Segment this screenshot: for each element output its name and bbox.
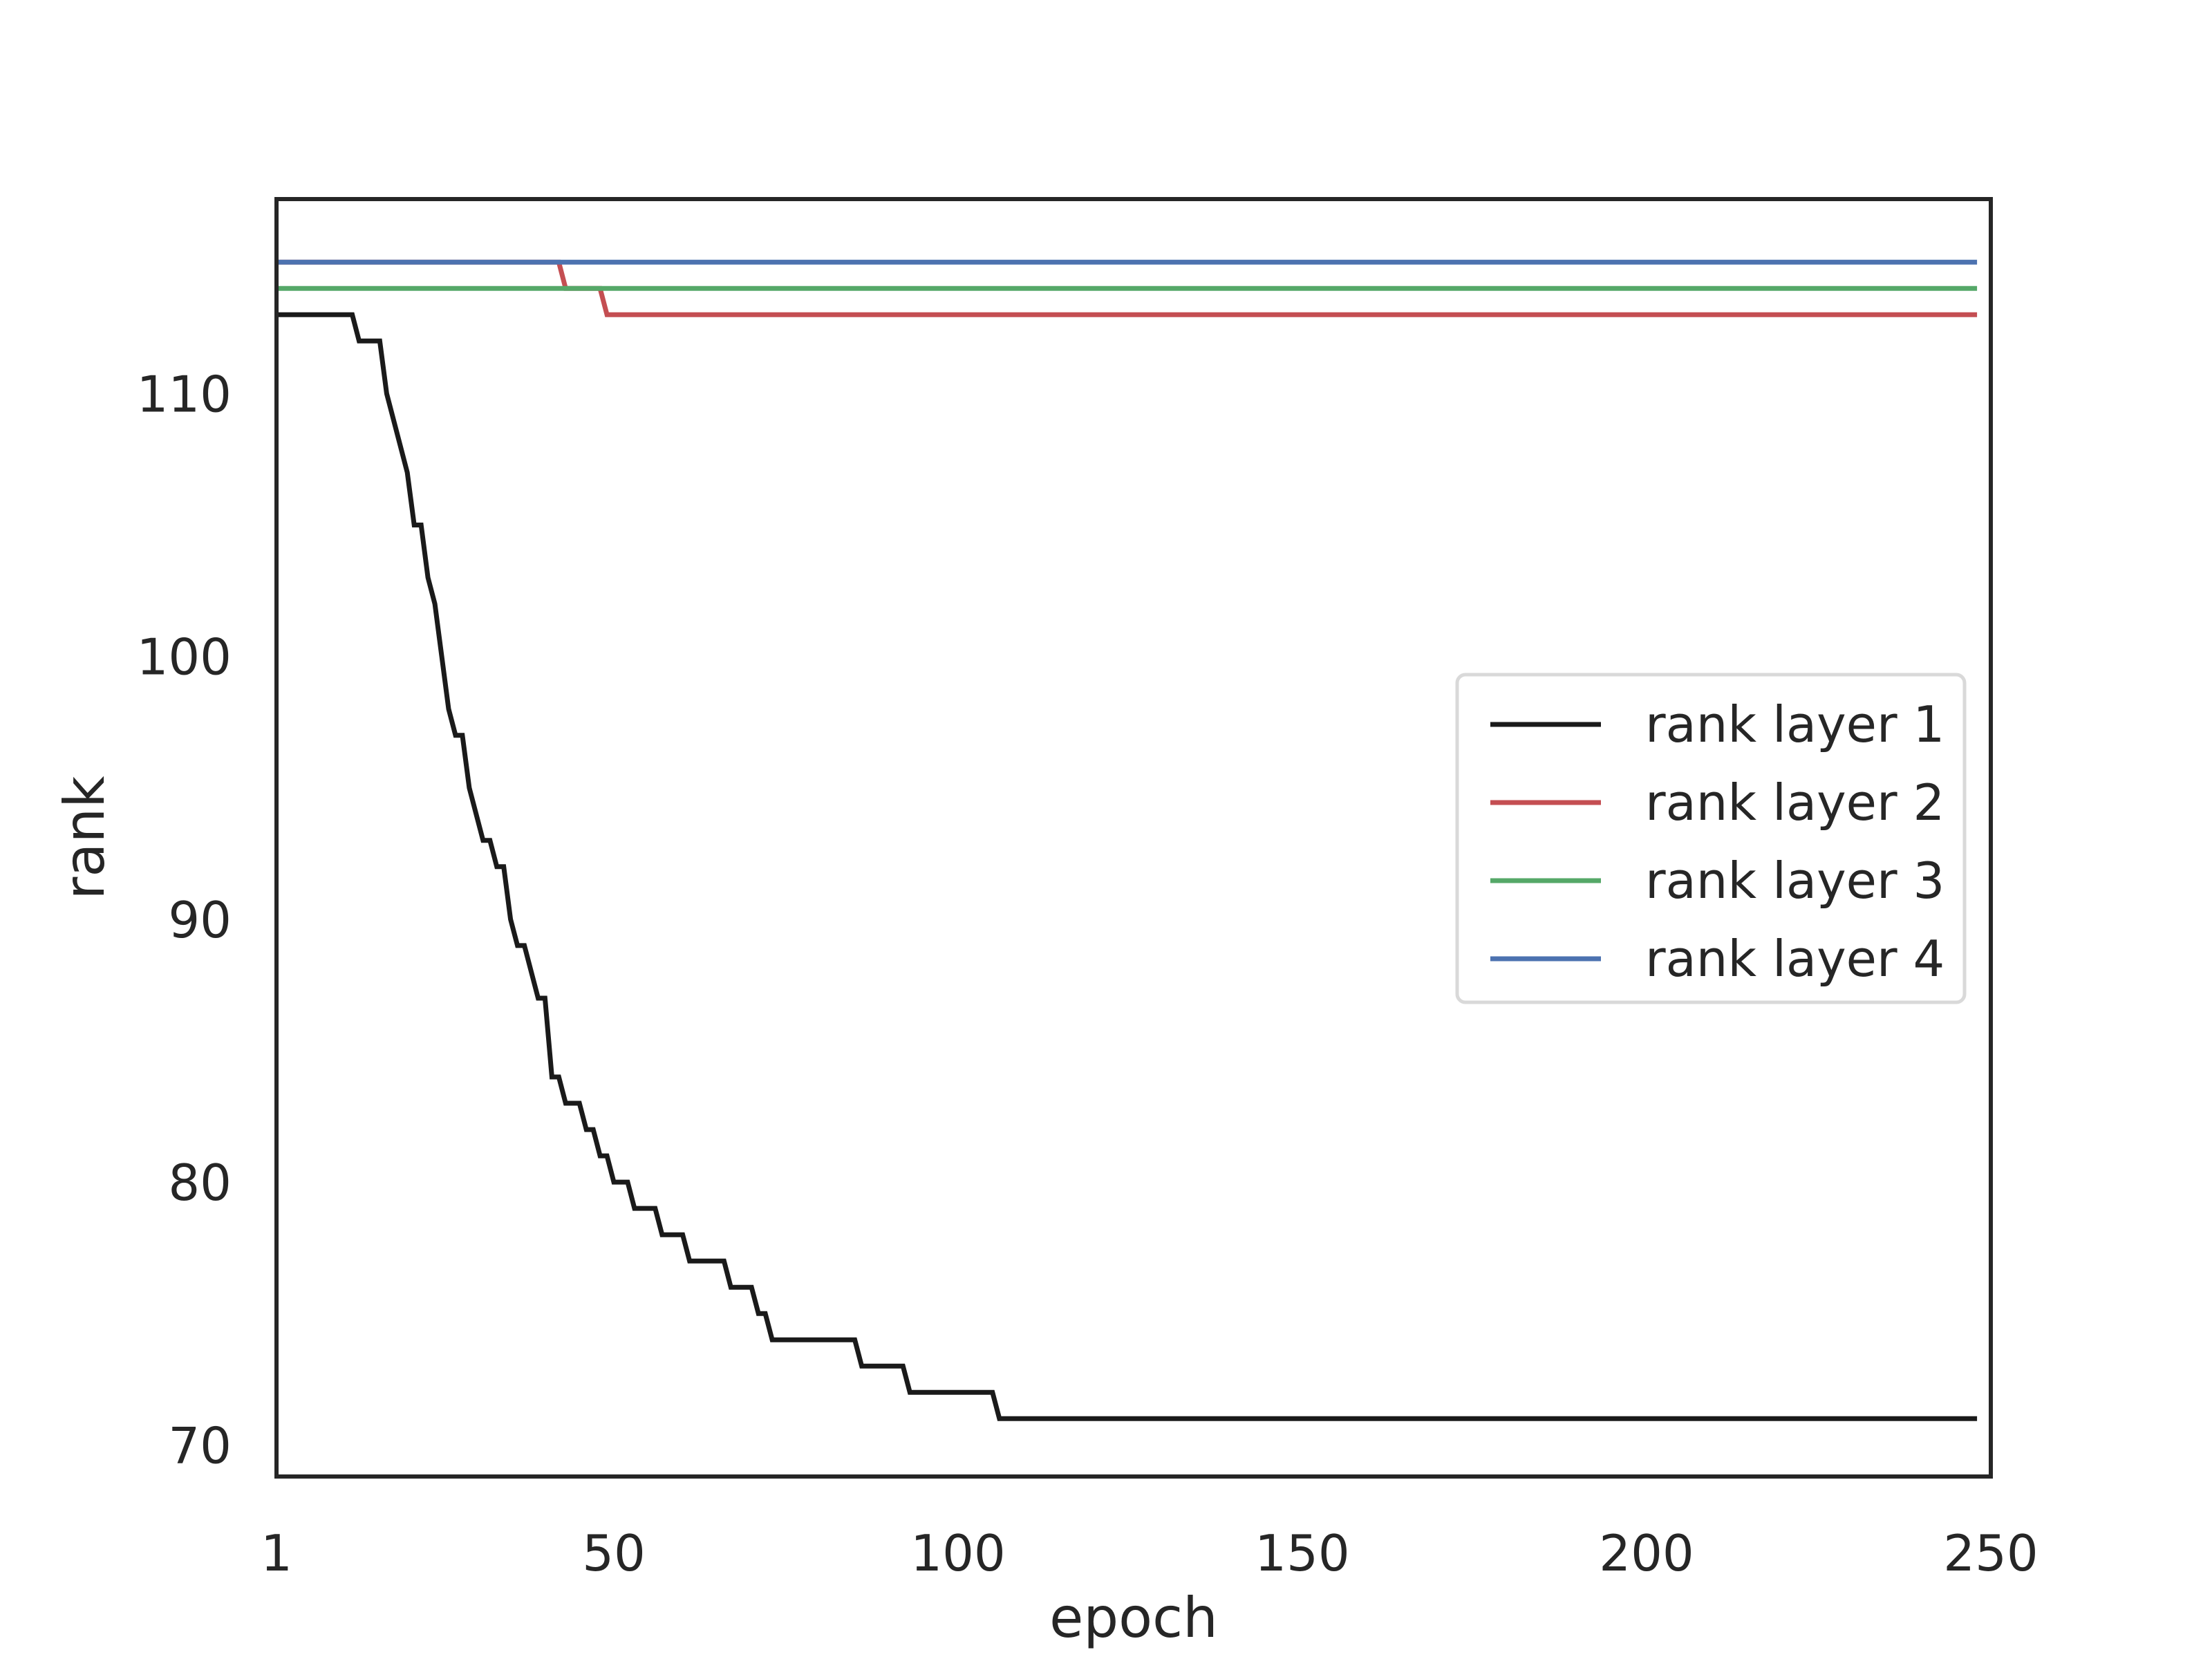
y-axis-label: rank [53,776,117,900]
legend: rank layer 1 rank layer 2 rank layer 3 rank… [1455,673,1967,1004]
x-axis-label: epoch [1049,1586,1218,1650]
x-tick-label: 150 [1255,1524,1349,1582]
y-tick-label: 100 [137,628,232,686]
legend-label-rank-layer-2: rank layer 2 [1645,774,1944,832]
x-tick-label: 1 [261,1524,292,1582]
y-tick-labels: 70 80 90 100 110 [137,365,232,1474]
y-tick-label: 80 [168,1154,232,1212]
legend-label-rank-layer-1: rank layer 1 [1645,695,1944,753]
x-tick-label: 50 [582,1524,646,1582]
x-tick-label: 250 [1943,1524,2038,1582]
legend-label-rank-layer-4: rank layer 4 [1645,930,1944,988]
x-tick-label: 100 [910,1524,1005,1582]
y-tick-label: 110 [137,365,232,423]
x-tick-label: 200 [1599,1524,1694,1582]
y-tick-label: 70 [168,1416,232,1474]
legend-box [1455,673,1967,1004]
series-line-rank-layer-1 [276,312,1978,1421]
x-tick-labels: 1 50 100 150 200 250 [261,1524,2038,1582]
series-layer [276,259,1978,1421]
plot-frame [274,197,1993,1479]
legend-label-rank-layer-3: rank layer 3 [1645,852,1944,910]
legend-entries: rank layer 1 rank layer 2 rank layer 3 rank… [1490,695,1944,988]
y-tick-label: 90 [168,891,232,949]
